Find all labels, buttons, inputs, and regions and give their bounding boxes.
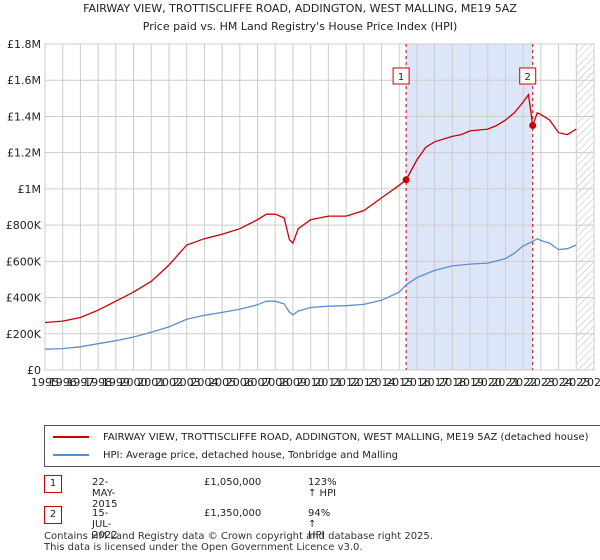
sale-price: £1,350,000 <box>204 508 262 519</box>
sale-point <box>529 122 537 129</box>
x-tick-label: 2003 <box>173 376 201 389</box>
legend-swatch-hpi <box>53 454 89 456</box>
sale-label-number: 1 <box>398 72 404 83</box>
sale-period-shade <box>406 44 533 370</box>
x-tick-label: 2015 <box>385 376 413 389</box>
x-tick-label: 2020 <box>474 376 502 389</box>
x-tick-label: 2018 <box>438 376 466 389</box>
x-tick-label: 1999 <box>102 376 130 389</box>
chart-title: FAIRWAY VIEW, TROTTISCLIFFE ROAD, ADDING… <box>83 2 517 15</box>
x-tick-label: 2006 <box>226 376 254 389</box>
x-tick-label: 2004 <box>190 376 218 389</box>
sale-date: 15-JUL-2022 <box>92 508 118 541</box>
sale-hpi-change: 123% ↑ HPI <box>308 477 337 499</box>
sale-price: £1,050,000 <box>204 477 262 488</box>
footer-attribution: Contains HM Land Registry data © Crown c… <box>44 531 433 553</box>
price-chart: FAIRWAY VIEW, TROTTISCLIFFE ROAD, ADDING… <box>6 2 600 389</box>
y-tick-label: £1.4M <box>7 110 41 123</box>
sale-label-number: 2 <box>525 72 531 83</box>
y-tick-label: £1.6M <box>7 74 41 87</box>
y-tick-label: £1.8M <box>7 38 41 51</box>
x-tick-label: 2011 <box>314 376 342 389</box>
sale-label-box <box>392 67 410 85</box>
chart-subtitle: Price paid vs. HM Land Registry's House … <box>143 20 458 33</box>
x-tick-label: 2007 <box>244 376 272 389</box>
x-tick-label: 2000 <box>120 376 148 389</box>
sale-point <box>402 176 410 184</box>
x-tick-label: 2021 <box>491 376 519 389</box>
x-tick-label: 1995 <box>31 376 59 389</box>
legend-item-hpi: HPI: Average price, detached house, Tonb… <box>53 447 398 463</box>
y-tick-label: £600K <box>6 255 42 268</box>
x-tick-label: 2014 <box>367 376 395 389</box>
y-tick-label: £0 <box>27 364 41 377</box>
x-tick-label: 2019 <box>456 376 484 389</box>
x-tick-label: 2008 <box>261 376 289 389</box>
sale-badge: 2 <box>44 506 62 524</box>
x-tick-label: 2022 <box>509 376 537 389</box>
x-tick-label: 2005 <box>208 376 236 389</box>
legend: FAIRWAY VIEW, TROTTISCLIFFE ROAD, ADDING… <box>44 425 600 467</box>
x-tick-label: 2013 <box>350 376 378 389</box>
x-tick-label: 2025 <box>562 376 590 389</box>
sale-label-box <box>519 67 537 85</box>
x-tick-label: 1997 <box>66 376 94 389</box>
x-tick-label: 1996 <box>49 376 77 389</box>
y-tick-label: £1M <box>18 183 42 196</box>
footer-line-1: Contains HM Land Registry data © Crown c… <box>44 531 433 542</box>
x-tick-label: 1998 <box>84 376 112 389</box>
x-tick-label: 2012 <box>332 376 360 389</box>
x-tick-label: 2002 <box>155 376 183 389</box>
x-tick-label: 2001 <box>137 376 165 389</box>
x-tick-label: 2023 <box>527 376 555 389</box>
legend-label-price: FAIRWAY VIEW, TROTTISCLIFFE ROAD, ADDING… <box>103 431 589 443</box>
x-tick-label: 2024 <box>545 376 573 389</box>
x-tick-label: 2017 <box>421 376 449 389</box>
y-tick-label: £1.2M <box>7 147 41 160</box>
legend-item-price: FAIRWAY VIEW, TROTTISCLIFFE ROAD, ADDING… <box>53 429 589 445</box>
sale-hpi-change: 94% ↑ HPI <box>308 508 331 541</box>
future-hatch-region <box>576 44 594 370</box>
legend-swatch-price <box>53 436 89 438</box>
y-tick-label: £200K <box>6 328 42 341</box>
y-tick-label: £800K <box>6 219 42 232</box>
x-tick-label: 2009 <box>279 376 307 389</box>
x-tick-label: 2016 <box>403 376 431 389</box>
legend-label-hpi: HPI: Average price, detached house, Tonb… <box>103 449 399 461</box>
sale-badge: 1 <box>44 475 62 493</box>
y-tick-label: £400K <box>6 292 42 305</box>
footer-line-2: This data is licensed under the Open Gov… <box>44 542 363 553</box>
sale-date: 22-MAY-2015 <box>92 477 118 510</box>
price-paid-line <box>44 93 577 324</box>
hpi-line <box>44 237 577 350</box>
x-tick-label: 2026 <box>580 376 600 389</box>
x-tick-label: 2010 <box>297 376 325 389</box>
